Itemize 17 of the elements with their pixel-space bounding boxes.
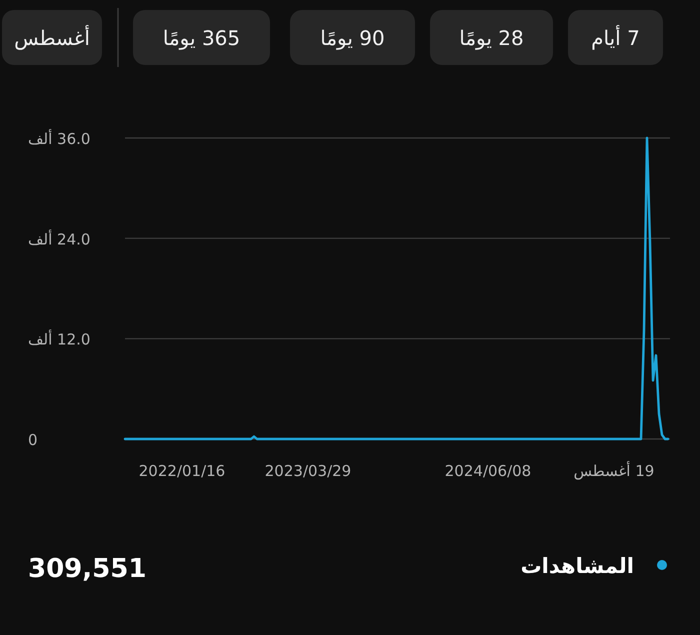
y-tick-label: 0 [28, 431, 38, 449]
y-tick-label: 36.0 ألف [28, 129, 90, 148]
text: 309,551 [28, 554, 146, 584]
line-series [124, 136, 670, 440]
x-tick-label: 2024/06/08 [444, 462, 532, 480]
button: 365 يومًا [133, 10, 270, 65]
button: 90 يومًا [290, 10, 415, 65]
y-tick-label: 24.0 ألف [28, 229, 90, 248]
x-tick-label: 2023/03/29 [264, 462, 352, 480]
legend-label: المشاهدات [520, 554, 634, 578]
button: 28 يومًا [430, 10, 553, 65]
legend: المشاهدات [520, 554, 667, 578]
y-tick-label: 12.0 ألف [28, 330, 90, 349]
x-tick-label: 2022/01/16 [138, 462, 226, 480]
button: أغسطس [2, 10, 102, 65]
button: 7 أيام [568, 10, 663, 65]
x-tick-label: 19 أغسطس [574, 461, 654, 480]
